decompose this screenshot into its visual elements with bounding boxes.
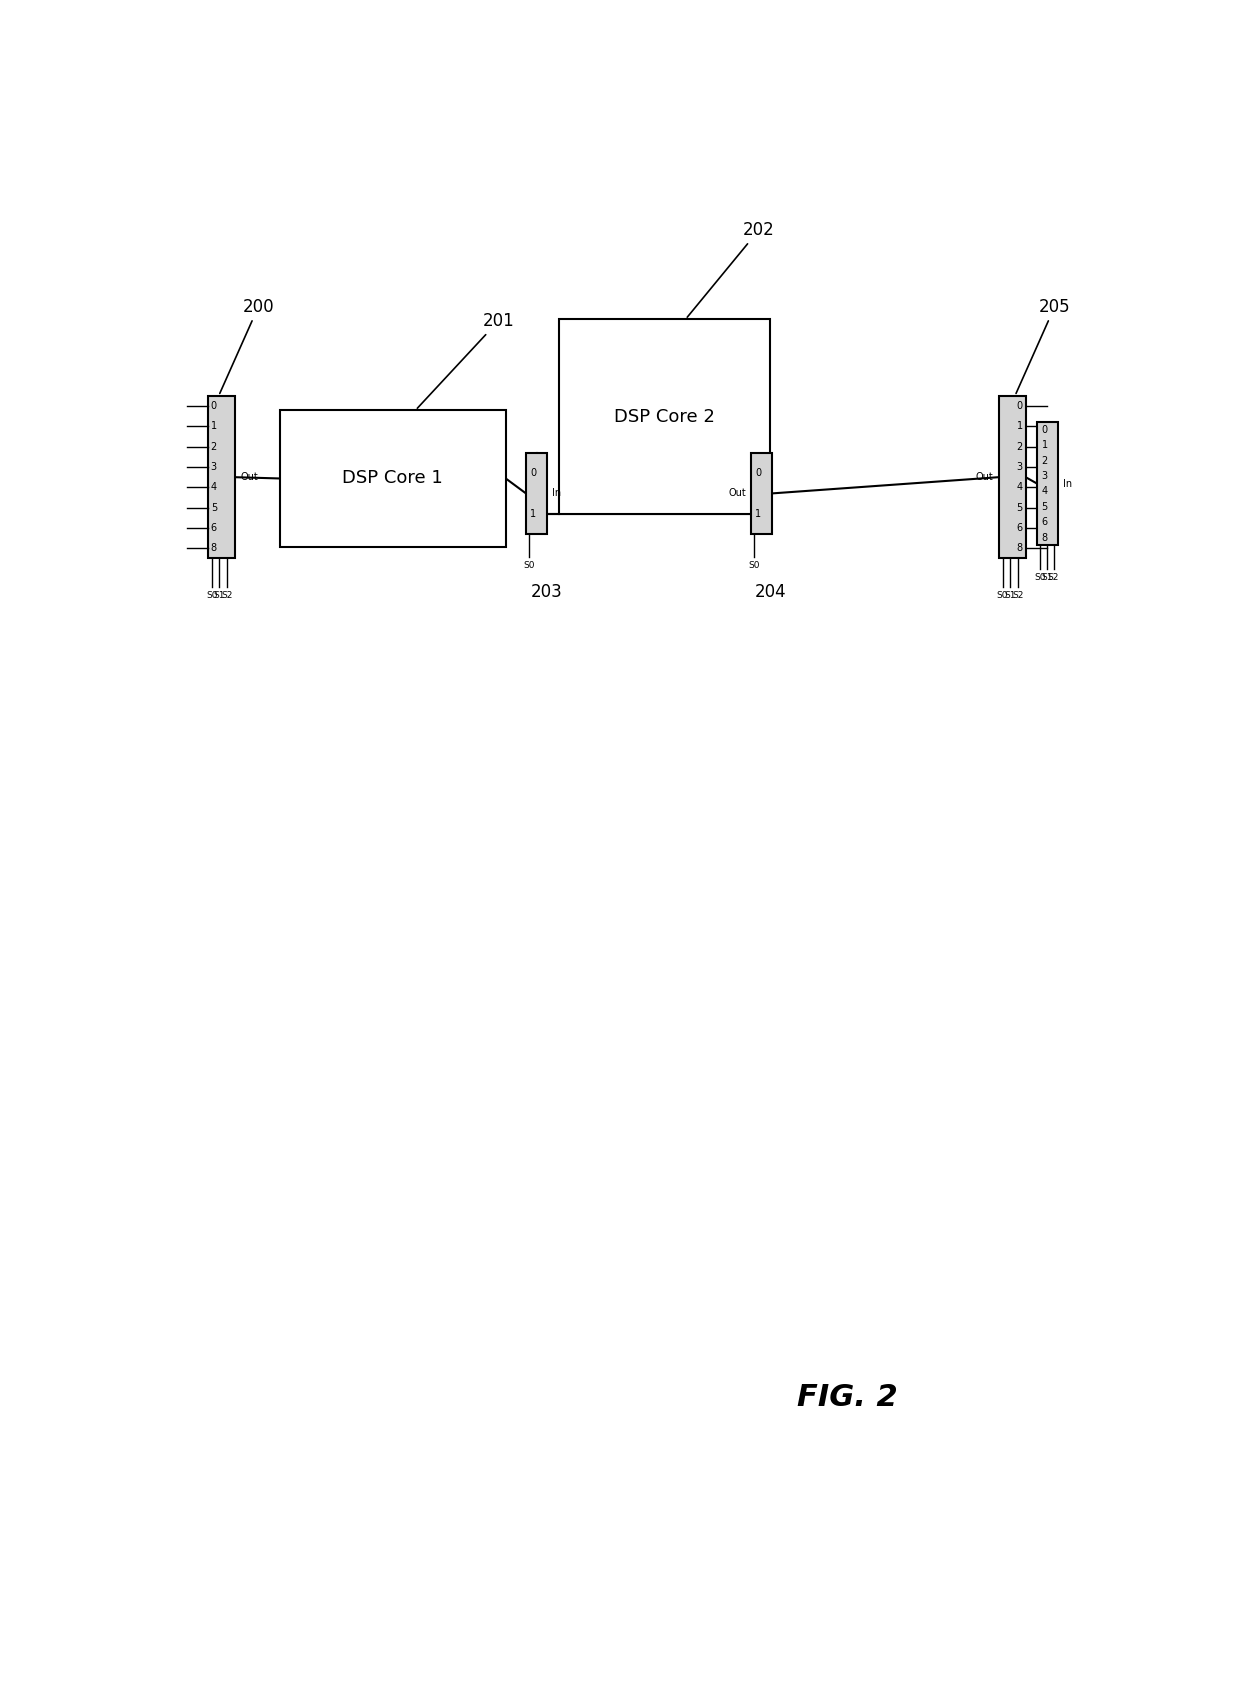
Bar	[998, 396, 1025, 558]
Bar	[751, 454, 773, 533]
Text: 1: 1	[211, 422, 217, 432]
Text: S0: S0	[748, 562, 759, 570]
Text: 0: 0	[1017, 402, 1023, 412]
Text: S2: S2	[1012, 590, 1024, 601]
Text: S1: S1	[1042, 572, 1053, 582]
Text: 3: 3	[211, 462, 217, 472]
Text: S0: S0	[997, 590, 1008, 601]
Bar	[526, 454, 547, 533]
Text: Out: Out	[975, 472, 993, 482]
Text: 2: 2	[1042, 455, 1048, 466]
Text: 1: 1	[531, 508, 537, 518]
Text: S1: S1	[1004, 590, 1016, 601]
Text: 201: 201	[418, 312, 515, 408]
Text: 1: 1	[1017, 422, 1023, 432]
Bar	[208, 396, 234, 558]
Text: 6: 6	[211, 523, 217, 533]
Text: 5: 5	[1017, 503, 1023, 513]
Text: 1: 1	[755, 508, 761, 518]
Text: FIG. 2: FIG. 2	[796, 1383, 898, 1412]
Text: S1: S1	[213, 590, 226, 601]
Text: 0: 0	[211, 402, 217, 412]
Text: 200: 200	[219, 297, 274, 393]
Text: DSP Core 1: DSP Core 1	[342, 469, 443, 488]
Bar	[1037, 422, 1059, 545]
Text: 8: 8	[1017, 543, 1023, 553]
Text: 4: 4	[1017, 482, 1023, 493]
Text: 8: 8	[1042, 533, 1048, 543]
Text: 8: 8	[211, 543, 217, 553]
Text: 0: 0	[531, 469, 537, 479]
Text: 3: 3	[1042, 471, 1048, 481]
Text: 5: 5	[1042, 501, 1048, 511]
Text: In: In	[1063, 479, 1073, 489]
Text: 1: 1	[1042, 440, 1048, 450]
Text: 202: 202	[687, 221, 775, 317]
Text: 4: 4	[1042, 486, 1048, 496]
Text: S2: S2	[222, 590, 233, 601]
Bar	[558, 319, 770, 515]
Text: Out: Out	[241, 472, 258, 482]
Text: 3: 3	[1017, 462, 1023, 472]
Text: 0: 0	[1042, 425, 1048, 435]
Text: 2: 2	[211, 442, 217, 452]
Text: S0: S0	[206, 590, 217, 601]
Text: 0: 0	[755, 469, 761, 479]
Text: S0: S0	[1034, 572, 1045, 582]
Text: 6: 6	[1017, 523, 1023, 533]
Text: 4: 4	[211, 482, 217, 493]
Text: DSP Core 2: DSP Core 2	[614, 408, 714, 425]
Text: 204: 204	[755, 584, 787, 601]
Text: S0: S0	[523, 562, 534, 570]
Text: In: In	[552, 489, 560, 498]
Text: 2: 2	[1017, 442, 1023, 452]
Text: 5: 5	[211, 503, 217, 513]
Text: 205: 205	[1016, 297, 1070, 393]
Text: S2: S2	[1048, 572, 1059, 582]
Text: Out: Out	[728, 489, 746, 498]
Text: 203: 203	[531, 584, 562, 601]
Bar	[280, 410, 506, 547]
Text: 6: 6	[1042, 518, 1048, 528]
